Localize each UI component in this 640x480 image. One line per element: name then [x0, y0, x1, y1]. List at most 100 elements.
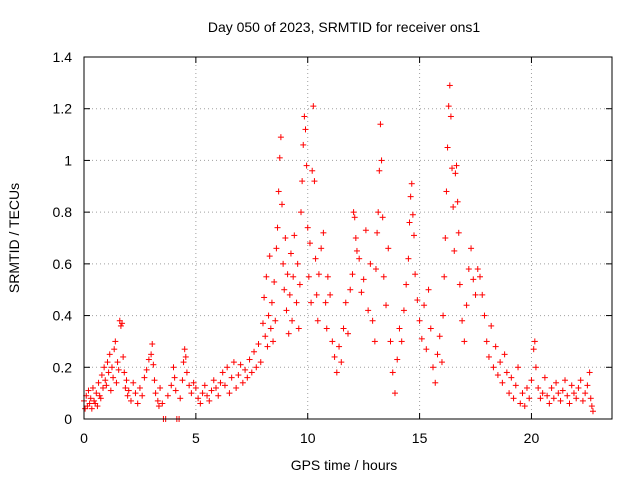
data-point: [177, 395, 184, 402]
data-point: [456, 281, 463, 288]
data-point: [570, 390, 577, 397]
data-point: [374, 229, 381, 236]
data-point: [302, 126, 309, 133]
data-point: [526, 395, 533, 402]
data-point: [523, 384, 530, 391]
x-tick-label: 0: [80, 430, 88, 446]
data-point: [291, 232, 298, 239]
data-point: [427, 325, 434, 332]
data-point: [407, 193, 414, 200]
data-point: [376, 167, 383, 174]
data-point: [281, 286, 288, 293]
plot-frame: [83, 56, 613, 420]
data-point: [85, 387, 92, 394]
data-point: [440, 312, 447, 319]
data-point: [228, 374, 235, 381]
data-point: [360, 276, 367, 283]
data-point: [336, 343, 343, 350]
data-point: [213, 384, 219, 391]
data-point: [530, 346, 537, 353]
data-point: [453, 162, 460, 169]
data-point: [434, 351, 441, 358]
data-point: [130, 379, 137, 386]
data-point: [499, 379, 506, 386]
data-point: [98, 372, 105, 379]
x-tick-label: 10: [300, 430, 316, 446]
data-point: [148, 351, 155, 358]
data-point: [455, 229, 462, 236]
data-point: [483, 338, 490, 345]
data-point: [371, 338, 378, 345]
data-point: [311, 178, 318, 185]
data-point: [246, 356, 253, 363]
data-point: [277, 134, 284, 141]
data-point: [356, 255, 363, 262]
data-point: [452, 170, 459, 177]
data-point: [349, 271, 356, 278]
gridlines: [84, 57, 612, 419]
data-point: [351, 214, 358, 221]
data-point: [587, 395, 594, 402]
data-point: [568, 382, 575, 389]
data-point: [273, 245, 280, 252]
data-point: [106, 351, 113, 358]
data-point: [91, 397, 98, 404]
data-point: [472, 291, 479, 298]
data-point: [141, 374, 148, 381]
data-point: [164, 392, 171, 399]
data-point: [324, 273, 331, 280]
data-point: [519, 390, 526, 397]
data-point: [181, 346, 188, 353]
data-point: [103, 382, 110, 389]
y-tick-label: 1: [64, 152, 72, 168]
data-point: [271, 278, 278, 285]
data-point: [353, 247, 360, 254]
data-point: [267, 325, 274, 332]
data-point: [204, 392, 211, 399]
data-point: [224, 364, 231, 371]
data-point: [86, 400, 93, 407]
data-point: [385, 245, 392, 252]
data-point: [97, 395, 104, 402]
data-point: [192, 384, 199, 391]
data-point: [451, 247, 458, 254]
data-point: [105, 369, 112, 376]
data-point: [168, 382, 175, 389]
data-point: [283, 307, 290, 314]
data-point: [239, 379, 246, 386]
data-point: [394, 356, 401, 363]
data-point: [421, 302, 428, 309]
data-point: [506, 390, 513, 397]
data-point: [418, 335, 425, 342]
data-point: [562, 377, 569, 384]
data-point: [301, 113, 308, 120]
data-point: [171, 374, 178, 381]
data-point: [124, 392, 131, 399]
data-point: [441, 273, 448, 280]
data-point: [430, 364, 437, 371]
data-point: [95, 379, 102, 386]
data-point: [442, 235, 449, 241]
data-point: [87, 395, 94, 402]
data-point: [553, 379, 560, 386]
data-point: [531, 338, 538, 345]
data-point: [432, 379, 439, 386]
y-tick-label: 1.2: [53, 101, 73, 117]
data-point: [391, 390, 398, 397]
data-point: [100, 384, 107, 391]
data-point: [512, 382, 519, 389]
data-point: [183, 369, 190, 376]
data-point: [425, 286, 432, 293]
data-point: [461, 338, 468, 345]
y-tick-label: 0.4: [53, 308, 73, 324]
data-point: [226, 390, 233, 397]
data-point: [416, 317, 423, 324]
data-point: [151, 377, 158, 384]
data-point: [378, 157, 385, 164]
data-point: [579, 397, 586, 404]
data-point: [125, 387, 132, 394]
data-point: [537, 395, 544, 402]
data-point: [190, 379, 197, 386]
data-point: [282, 235, 289, 241]
